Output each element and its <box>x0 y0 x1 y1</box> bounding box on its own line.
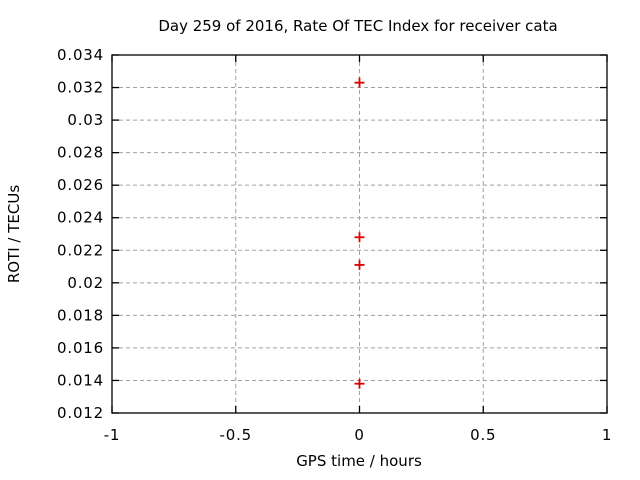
y-tick-label: 0.018 <box>57 306 104 324</box>
y-tick-label: 0.032 <box>57 79 104 97</box>
x-tick-labels: -1 -0.5 0 0.5 1 <box>104 426 612 444</box>
y-tick-label: 0.024 <box>57 209 104 227</box>
x-tick-label: 0 <box>354 426 364 444</box>
x-tick-label: 1 <box>602 426 612 444</box>
x-tick-label: -0.5 <box>220 426 252 444</box>
y-tick-label: 0.014 <box>57 371 104 389</box>
y-tick-label: 0.03 <box>67 111 104 129</box>
x-axis-label: GPS time / hours <box>296 452 422 470</box>
y-axis-label: ROTI / TECUs <box>5 185 23 283</box>
y-tick-label: 0.012 <box>57 404 104 422</box>
x-tick-label: -1 <box>104 426 121 444</box>
y-tick-label: 0.034 <box>57 46 104 64</box>
x-tick-label: 0.5 <box>470 426 496 444</box>
chart-title: Day 259 of 2016, Rate Of TEC Index for r… <box>158 17 557 35</box>
y-tick-label: 0.022 <box>57 241 104 259</box>
y-tick-label: 0.026 <box>57 176 104 194</box>
y-tick-label: 0.016 <box>57 339 104 357</box>
y-tick-label: 0.028 <box>57 144 104 162</box>
y-tick-labels: 0.012 0.014 0.016 0.018 0.02 0.022 0.024 0.026 0… <box>57 46 104 422</box>
y-tick-label: 0.02 <box>67 274 104 292</box>
axis-ticks <box>111 54 608 414</box>
data-points <box>354 77 365 389</box>
